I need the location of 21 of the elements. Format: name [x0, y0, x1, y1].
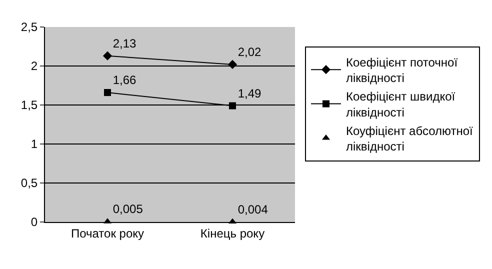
point [102, 51, 112, 60]
point [229, 102, 236, 110]
y-tick-label: 1,5 [20, 98, 38, 112]
y-tick-label: 2,5 [20, 20, 38, 34]
data-label: 1,66 [112, 73, 137, 88]
y-tick-label: 0,5 [20, 176, 38, 190]
legend-label: Коуфіцієнт абсолютної ліквідності [346, 124, 474, 154]
point [104, 89, 111, 96]
legend-label: Коефіцієнт поточної ліквідності [346, 55, 458, 86]
legend-label: Коефіцієнт швидкої ліквідності [346, 90, 456, 120]
data-label: 2,13 [112, 36, 137, 50]
data-label: 2,02 [238, 45, 262, 60]
y-tick-label: 1 [30, 137, 38, 152]
data-label: 1,49 [238, 86, 262, 100]
point [228, 60, 238, 69]
data-label: 0,004 [238, 202, 268, 216]
data-label: 0,005 [112, 202, 144, 216]
y-tick-label: 0 [30, 215, 38, 230]
x-tick-label: Кінець року [200, 226, 265, 240]
x-tick-label: Початок року [70, 226, 144, 240]
y-tick-label: 2 [30, 59, 38, 74]
